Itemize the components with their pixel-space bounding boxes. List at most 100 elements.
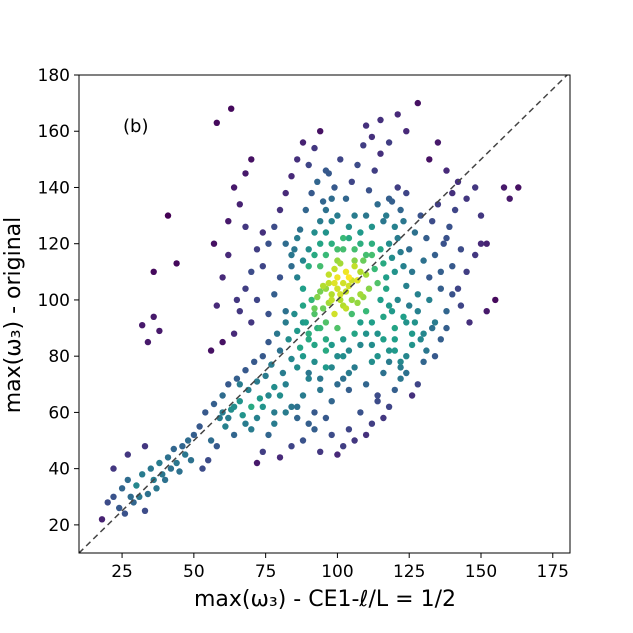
data-point bbox=[357, 229, 364, 236]
data-point bbox=[242, 223, 249, 230]
data-point bbox=[334, 353, 341, 360]
data-point bbox=[357, 268, 364, 275]
data-point bbox=[328, 364, 335, 371]
data-point bbox=[408, 392, 416, 399]
data-point bbox=[385, 358, 393, 365]
data-point bbox=[380, 260, 387, 267]
data-point bbox=[411, 229, 419, 236]
data-point bbox=[299, 257, 307, 264]
data-point bbox=[397, 248, 404, 256]
data-point bbox=[500, 184, 508, 191]
data-point bbox=[374, 201, 381, 208]
data-point bbox=[377, 296, 384, 304]
data-point bbox=[385, 347, 393, 354]
data-point bbox=[150, 268, 157, 275]
data-point bbox=[368, 223, 376, 230]
data-point bbox=[164, 212, 172, 219]
data-point bbox=[446, 223, 453, 230]
data-point bbox=[322, 364, 330, 371]
data-point bbox=[305, 375, 312, 382]
y-axis-label: max(ω₃) - original bbox=[1, 217, 26, 414]
data-point bbox=[282, 319, 289, 326]
data-point bbox=[391, 386, 398, 394]
data-point bbox=[288, 173, 295, 180]
data-point bbox=[449, 263, 456, 270]
data-point bbox=[348, 178, 355, 185]
data-point bbox=[230, 184, 238, 191]
y-axis-ticks: 20 40 60 80 100 120 140 160 180 bbox=[38, 66, 79, 536]
data-point bbox=[406, 302, 413, 309]
data-point bbox=[182, 451, 189, 458]
data-point bbox=[340, 336, 347, 343]
data-point bbox=[334, 246, 341, 253]
data-point bbox=[362, 330, 370, 337]
data-point bbox=[466, 319, 473, 326]
data-point bbox=[305, 420, 312, 427]
data-point bbox=[271, 420, 278, 427]
data-point bbox=[317, 218, 324, 225]
x-tick-label: 25 bbox=[111, 562, 133, 582]
data-point bbox=[492, 296, 499, 304]
data-point bbox=[282, 240, 289, 247]
data-point bbox=[141, 507, 149, 514]
data-point bbox=[225, 218, 232, 225]
data-point bbox=[463, 195, 470, 202]
data-point bbox=[294, 274, 301, 281]
data-point bbox=[391, 336, 398, 343]
data-point bbox=[449, 291, 456, 298]
data-point bbox=[337, 291, 344, 298]
data-point bbox=[139, 471, 146, 478]
data-point bbox=[454, 285, 462, 292]
data-point bbox=[242, 367, 249, 374]
data-point bbox=[144, 490, 152, 498]
data-point bbox=[311, 144, 318, 152]
data-point bbox=[397, 206, 404, 214]
data-point bbox=[219, 338, 226, 346]
data-point bbox=[443, 308, 450, 315]
data-point bbox=[383, 274, 390, 281]
data-point bbox=[317, 324, 324, 332]
data-point bbox=[299, 139, 307, 146]
data-point bbox=[236, 308, 243, 315]
data-point bbox=[328, 240, 335, 247]
data-point bbox=[285, 336, 292, 343]
data-point bbox=[351, 330, 358, 337]
data-point bbox=[420, 358, 427, 365]
data-point bbox=[340, 234, 347, 242]
data-point bbox=[420, 257, 427, 264]
data-point bbox=[311, 251, 318, 259]
data-point bbox=[337, 260, 344, 267]
data-point bbox=[121, 510, 129, 517]
data-point bbox=[319, 282, 327, 290]
data-point bbox=[357, 291, 364, 298]
data-point bbox=[403, 353, 410, 360]
data-point bbox=[259, 353, 266, 360]
data-point bbox=[239, 412, 246, 419]
data-point bbox=[302, 206, 309, 214]
data-point bbox=[345, 234, 353, 242]
data-point bbox=[133, 482, 140, 489]
data-point bbox=[449, 189, 456, 197]
data-point bbox=[362, 308, 370, 315]
data-point bbox=[374, 330, 381, 337]
data-point bbox=[259, 263, 266, 270]
data-point bbox=[334, 274, 341, 281]
data-point bbox=[256, 395, 264, 402]
data-point bbox=[371, 265, 378, 273]
data-point bbox=[371, 167, 378, 174]
data-point bbox=[259, 403, 266, 410]
data-point bbox=[248, 319, 255, 326]
data-point bbox=[368, 319, 376, 326]
data-point bbox=[383, 212, 390, 219]
data-point bbox=[380, 313, 387, 320]
data-point bbox=[302, 319, 309, 326]
x-axis-label: max(ω₃) - CE1-ℓ/L = 1/2 bbox=[194, 587, 456, 612]
data-point bbox=[299, 437, 307, 444]
data-point bbox=[207, 347, 215, 354]
data-point bbox=[362, 212, 370, 219]
data-point bbox=[472, 251, 479, 259]
data-point bbox=[368, 358, 376, 365]
data-point bbox=[173, 459, 180, 467]
data-point bbox=[317, 240, 324, 247]
data-point bbox=[368, 133, 376, 141]
